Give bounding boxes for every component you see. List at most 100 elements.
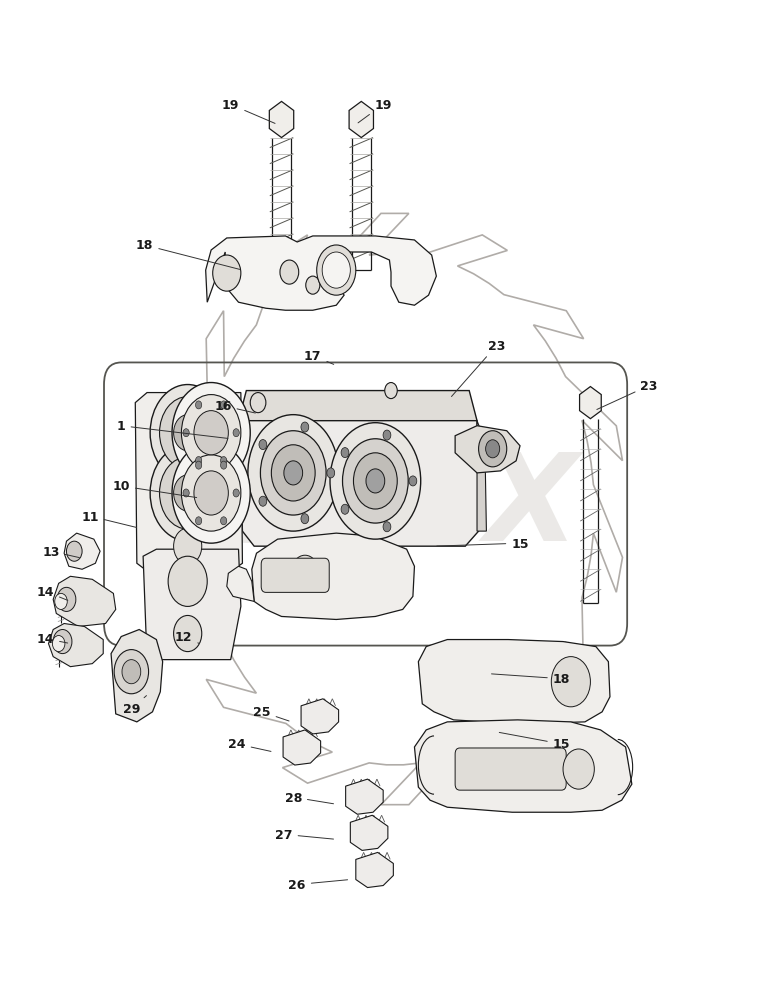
Circle shape	[196, 401, 202, 409]
Circle shape	[301, 515, 309, 525]
Circle shape	[55, 594, 67, 610]
Polygon shape	[135, 393, 242, 574]
Circle shape	[196, 457, 202, 465]
Circle shape	[53, 630, 72, 654]
Text: 18: 18	[136, 240, 240, 270]
Text: 1: 1	[117, 420, 228, 439]
Polygon shape	[356, 853, 393, 888]
Text: 29: 29	[123, 696, 146, 715]
Polygon shape	[48, 624, 103, 667]
Polygon shape	[455, 426, 520, 473]
Circle shape	[172, 383, 250, 483]
Circle shape	[221, 401, 227, 409]
Circle shape	[353, 453, 397, 510]
Circle shape	[160, 397, 216, 469]
Circle shape	[551, 657, 590, 707]
Polygon shape	[252, 534, 414, 620]
Circle shape	[284, 461, 303, 485]
Circle shape	[233, 489, 239, 497]
Circle shape	[248, 415, 339, 532]
Polygon shape	[579, 387, 601, 419]
Circle shape	[563, 749, 594, 789]
Circle shape	[330, 423, 421, 540]
Circle shape	[341, 448, 349, 458]
Polygon shape	[350, 815, 388, 851]
Text: 18: 18	[492, 673, 570, 685]
Circle shape	[160, 457, 216, 530]
Text: 16: 16	[214, 400, 256, 413]
Circle shape	[194, 411, 228, 455]
Text: 19: 19	[358, 99, 392, 123]
Circle shape	[221, 461, 227, 469]
Text: 23: 23	[451, 340, 505, 397]
Circle shape	[181, 455, 241, 532]
Circle shape	[174, 475, 202, 512]
Text: 24: 24	[228, 738, 271, 751]
Polygon shape	[143, 550, 241, 660]
Circle shape	[291, 556, 319, 592]
Text: 13: 13	[42, 546, 80, 558]
Circle shape	[301, 422, 309, 432]
Text: 27: 27	[275, 828, 333, 841]
Circle shape	[183, 429, 189, 437]
Circle shape	[150, 385, 225, 481]
Polygon shape	[53, 577, 116, 627]
Circle shape	[196, 518, 202, 526]
Polygon shape	[239, 391, 477, 421]
Circle shape	[343, 439, 408, 524]
Text: 14: 14	[37, 633, 68, 645]
Circle shape	[221, 518, 227, 526]
Circle shape	[172, 443, 250, 544]
Circle shape	[259, 496, 267, 507]
Text: 15: 15	[499, 733, 570, 750]
Text: 10: 10	[113, 480, 196, 498]
Circle shape	[183, 489, 189, 497]
Text: 15: 15	[437, 538, 529, 550]
Circle shape	[260, 431, 326, 516]
Circle shape	[259, 440, 267, 450]
Circle shape	[174, 529, 202, 565]
Circle shape	[327, 468, 335, 478]
Circle shape	[150, 445, 225, 542]
Text: 12: 12	[175, 631, 199, 644]
Circle shape	[306, 277, 320, 295]
Text: 11: 11	[81, 511, 137, 528]
Circle shape	[366, 469, 385, 493]
Polygon shape	[418, 640, 610, 724]
Circle shape	[57, 588, 76, 612]
Circle shape	[409, 476, 417, 486]
Circle shape	[122, 660, 141, 684]
Text: 19: 19	[222, 99, 275, 124]
Polygon shape	[346, 779, 383, 814]
Text: 23: 23	[597, 380, 658, 410]
Circle shape	[174, 415, 202, 451]
Circle shape	[168, 557, 207, 607]
Circle shape	[114, 650, 149, 694]
Text: 17: 17	[304, 350, 334, 365]
Circle shape	[280, 261, 299, 285]
Text: 14: 14	[37, 586, 68, 601]
Polygon shape	[477, 421, 486, 532]
Circle shape	[385, 383, 397, 399]
Text: 25: 25	[253, 706, 289, 721]
Circle shape	[383, 430, 391, 440]
Polygon shape	[269, 102, 294, 138]
Polygon shape	[349, 102, 374, 138]
Circle shape	[271, 445, 315, 502]
Text: 28: 28	[285, 791, 333, 804]
Circle shape	[174, 616, 202, 652]
Text: 26: 26	[289, 879, 347, 891]
Polygon shape	[239, 403, 479, 547]
Circle shape	[221, 457, 227, 465]
Circle shape	[250, 393, 266, 413]
Circle shape	[66, 542, 82, 562]
Circle shape	[181, 395, 241, 471]
Polygon shape	[111, 630, 163, 722]
Circle shape	[52, 636, 65, 652]
Circle shape	[479, 431, 507, 467]
Polygon shape	[227, 567, 254, 602]
Circle shape	[322, 253, 350, 289]
Polygon shape	[301, 699, 339, 734]
Circle shape	[196, 461, 202, 469]
FancyBboxPatch shape	[455, 748, 566, 790]
